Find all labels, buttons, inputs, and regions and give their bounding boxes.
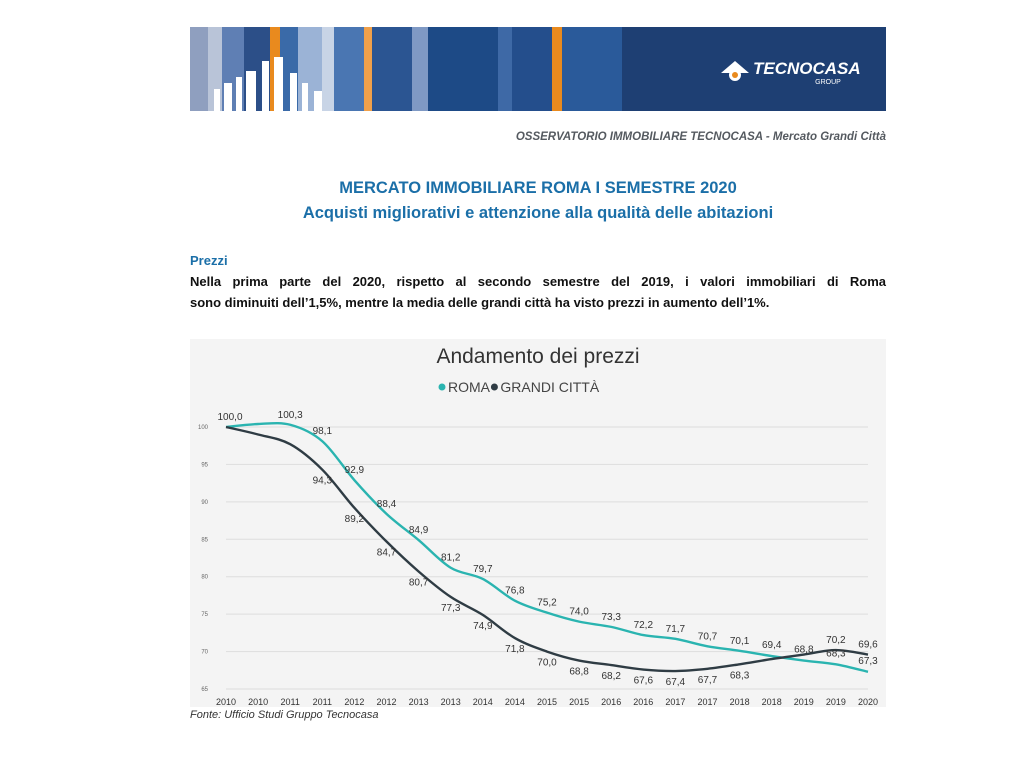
legend-marker: [490, 383, 498, 391]
data-label: 76,8: [505, 586, 525, 597]
chart-x-axis: 2010I2010II2011I2011II2012I2012II2013I20…: [216, 697, 878, 707]
x-tick-year: 2015: [537, 697, 557, 707]
data-label: 98,1: [313, 426, 333, 437]
legend-marker: [438, 383, 446, 391]
x-tick-year: 2013: [409, 697, 429, 707]
x-tick-year: 2015: [569, 697, 589, 707]
data-label: 70,7: [698, 631, 718, 642]
data-label: 92,9: [345, 465, 365, 476]
data-label: 70,2: [826, 635, 846, 646]
y-tick-label: 80: [201, 575, 208, 581]
x-tick-year: 2020: [858, 697, 878, 707]
paragraph-line: Nella prima parte del 2020, rispetto al …: [190, 274, 886, 289]
data-label: 79,7: [473, 564, 493, 575]
data-label: 70,1: [730, 636, 750, 647]
data-label: 72,2: [634, 620, 654, 631]
x-tick-year: 2010: [216, 697, 236, 707]
x-tick-year: 2019: [794, 697, 814, 707]
data-label: 67,3: [858, 656, 878, 667]
data-label: 84,7: [377, 548, 397, 559]
y-tick-label: 100: [198, 425, 209, 431]
chart-data-labels: 100,0 100,3 98,1 92,9 88,4 84,9 81,2 79,7 76,8 75…: [217, 410, 878, 688]
data-label: 71,7: [666, 624, 686, 635]
data-label: 74,0: [569, 607, 589, 618]
data-label: 100,0: [217, 412, 242, 423]
legend-label: GRANDI CITTÀ: [500, 379, 599, 395]
x-tick-year: 2013: [441, 697, 461, 707]
data-label: 75,2: [537, 598, 557, 609]
document-page: TECNOCASA GROUP OSSERVATORIO IMMOBILIARE…: [190, 27, 886, 747]
data-label: 67,4: [666, 677, 686, 688]
data-label: 88,4: [377, 499, 397, 510]
data-label: 67,7: [698, 675, 718, 686]
y-tick-label: 95: [201, 462, 208, 468]
logo-text: TECNOCASA: [753, 59, 861, 78]
x-tick-year: 2019: [826, 697, 846, 707]
logo-subtext: GROUP: [815, 79, 841, 86]
y-tick-label: 85: [201, 537, 208, 543]
chart-title: Andamento dei prezzi: [436, 345, 639, 368]
source-note: Fonte: Ufficio Studi Gruppo Tecnocasa: [190, 709, 379, 721]
y-tick-label: 70: [201, 650, 208, 656]
x-tick-year: 2016: [633, 697, 653, 707]
data-label: 100,3: [278, 410, 303, 421]
y-tick-label: 65: [201, 687, 208, 693]
x-tick-year: 2010: [248, 697, 268, 707]
data-label: 71,8: [505, 644, 525, 655]
data-label: 81,2: [441, 553, 461, 564]
data-label: 70,0: [537, 658, 557, 669]
data-label: 69,4: [762, 640, 782, 651]
tecnocasa-logo-icon: [721, 61, 749, 81]
x-tick-year: 2016: [601, 697, 621, 707]
data-label: 68,3: [826, 648, 846, 659]
data-label: 68,2: [601, 671, 621, 682]
legend-label: ROMA: [448, 379, 491, 395]
skyline-icon: [214, 57, 322, 111]
data-label: 73,3: [601, 612, 621, 623]
data-label: 74,9: [473, 621, 493, 632]
data-label: 69,6: [858, 640, 878, 651]
data-label: 94,3: [313, 476, 333, 487]
data-label: 68,8: [569, 667, 589, 678]
data-label: 89,2: [345, 514, 365, 525]
chart-svg: Andamento dei prezzi ROMA GRANDI CITTÀ 65…: [198, 345, 878, 707]
header-banner: TECNOCASA GROUP: [190, 27, 886, 111]
chart-legend: ROMA GRANDI CITTÀ: [438, 379, 600, 395]
chart-grid: 65 70 75 80 85 90 95 100: [198, 425, 868, 693]
chart-series: [225, 421, 869, 673]
data-label: 84,9: [409, 525, 429, 536]
data-label: 68,3: [730, 670, 750, 681]
x-tick-year: 2017: [665, 697, 685, 707]
section-heading: Prezzi: [190, 253, 228, 268]
header-subtitle: OSSERVATORIO IMMOBILIARE TECNOCASA - Mer…: [515, 131, 886, 143]
x-tick-year: 2011: [313, 697, 332, 707]
y-tick-label: 90: [201, 500, 208, 506]
x-tick-year: 2012: [344, 697, 364, 707]
y-tick-label: 75: [201, 612, 208, 618]
document-subtitle: Acquisti migliorativi e attenzione alla …: [302, 204, 774, 222]
series-line-roma: [225, 421, 869, 673]
data-label: 67,6: [634, 676, 654, 687]
paragraph: Nella prima parte del 2020, rispetto al …: [190, 272, 886, 313]
x-tick-year: 2014: [505, 697, 525, 707]
data-label: 80,7: [409, 577, 429, 588]
data-label: 68,8: [794, 645, 814, 656]
x-tick-year: 2014: [473, 697, 493, 707]
paragraph-line: sono diminuiti dell’1,5%, mentre la medi…: [190, 294, 770, 310]
series-line-grandi-citta: [225, 425, 869, 673]
x-tick-year: 2011: [281, 697, 300, 707]
x-tick-year: 2012: [376, 697, 396, 707]
document-title: MERCATO IMMOBILIARE ROMA I SEMESTRE 2020: [339, 179, 737, 197]
x-tick-year: 2017: [697, 697, 717, 707]
x-tick-year: 2018: [762, 697, 782, 707]
price-chart: Andamento dei prezzi ROMA GRANDI CITTÀ 65…: [190, 339, 886, 707]
x-tick-year: 2018: [730, 697, 750, 707]
data-label: 77,3: [441, 603, 461, 614]
